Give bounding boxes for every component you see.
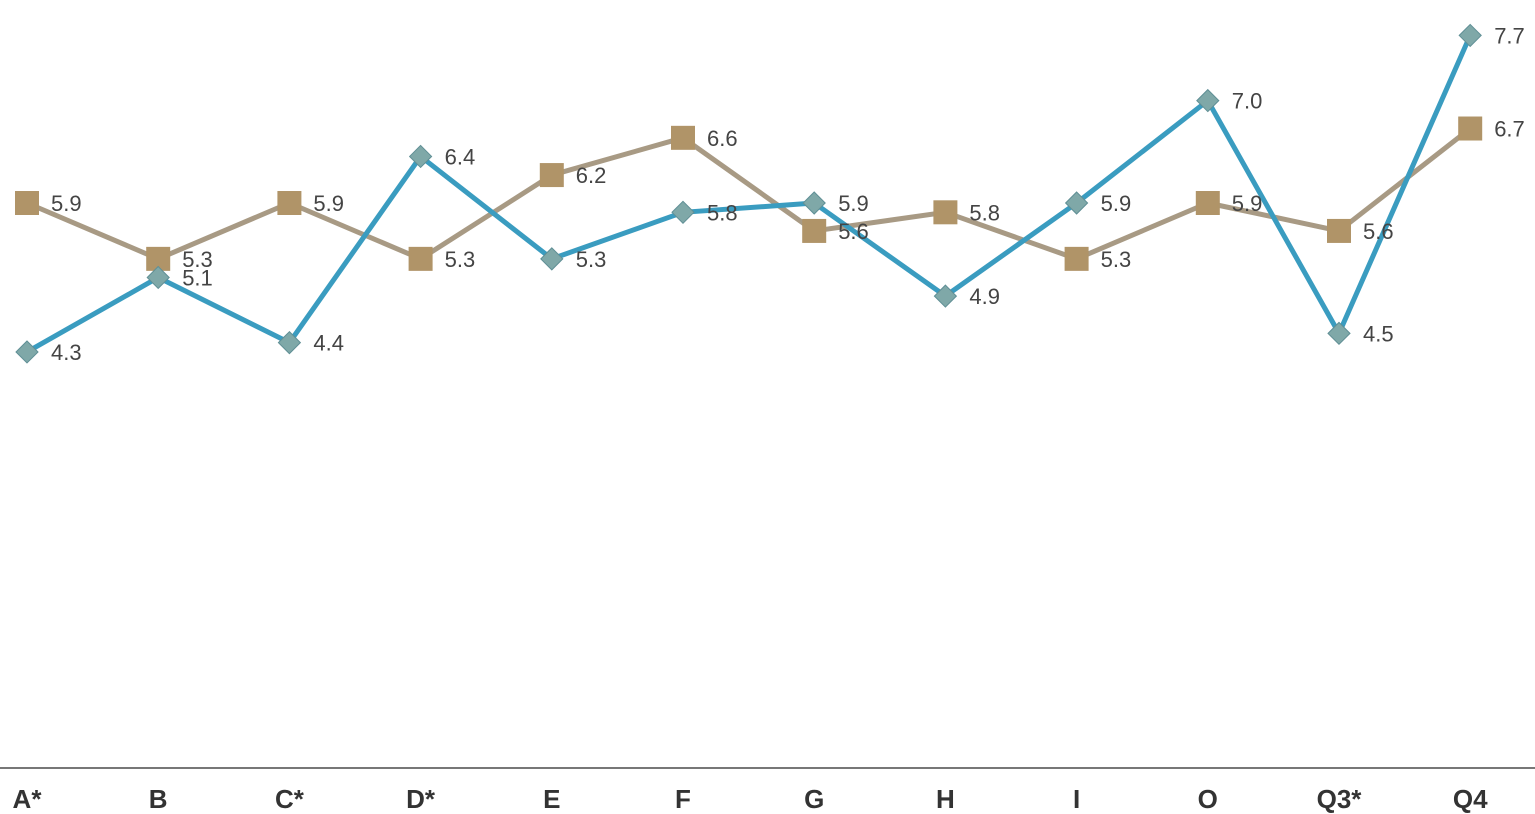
series-line-0 bbox=[25, 34, 1473, 355]
x-tick-label: D* bbox=[406, 784, 436, 814]
square-marker bbox=[15, 191, 39, 215]
x-tick-label: H bbox=[936, 784, 955, 814]
data-label: 5.3 bbox=[1101, 247, 1132, 272]
diamond-marker bbox=[1064, 191, 1089, 215]
diamond-marker bbox=[15, 340, 39, 364]
data-label: 5.9 bbox=[51, 191, 82, 216]
data-label: 5.8 bbox=[707, 200, 738, 225]
series-lines bbox=[25, 34, 1473, 355]
data-label: 6.4 bbox=[445, 144, 476, 169]
diamond-marker bbox=[408, 144, 433, 169]
square-marker bbox=[539, 163, 564, 188]
data-label: 5.9 bbox=[838, 191, 869, 216]
data-label: 7.0 bbox=[1232, 89, 1263, 114]
square-marker bbox=[933, 200, 958, 225]
x-tick-label: Q4 bbox=[1453, 784, 1488, 814]
data-label: 5.3 bbox=[182, 247, 213, 272]
x-tick-label: A* bbox=[13, 784, 43, 814]
diamond-marker bbox=[1196, 88, 1220, 113]
diamond-marker bbox=[671, 200, 695, 225]
x-tick-label: C* bbox=[275, 784, 305, 814]
x-tick-label: G bbox=[804, 784, 824, 814]
series-markers bbox=[15, 23, 1483, 364]
x-tick-labels: A* B C* D* E F G H I O Q3* Q4 bbox=[13, 784, 1489, 814]
diamond-marker bbox=[1327, 321, 1351, 346]
square-marker bbox=[1458, 116, 1483, 141]
x-tick-label: B bbox=[149, 784, 168, 814]
square-marker bbox=[1327, 218, 1351, 243]
data-labels: 4.3 5.1 4.4 6.4 5.3 5.8 5.9 4.9 5.9 7.0 4.5 7.7 5.9 5… bbox=[51, 23, 1525, 365]
square-marker bbox=[1195, 191, 1220, 215]
data-label: 5.9 bbox=[1232, 191, 1263, 216]
diamond-marker bbox=[802, 191, 826, 215]
data-label: 5.3 bbox=[576, 247, 607, 272]
diamond-marker bbox=[933, 284, 958, 308]
x-tick-label: I bbox=[1073, 784, 1080, 814]
square-marker bbox=[146, 246, 171, 271]
data-label: 6.7 bbox=[1494, 117, 1525, 142]
data-label: 4.9 bbox=[969, 284, 1000, 309]
x-tick-label: O bbox=[1198, 784, 1218, 814]
data-label: 5.6 bbox=[838, 219, 869, 244]
data-label: 4.5 bbox=[1363, 321, 1394, 346]
diamond-marker bbox=[277, 330, 302, 355]
square-marker bbox=[671, 125, 695, 150]
data-label: 6.2 bbox=[576, 163, 607, 188]
x-tick-label: Q3* bbox=[1317, 784, 1363, 814]
series-line-1 bbox=[26, 126, 1472, 262]
diamond-marker bbox=[540, 247, 564, 271]
square-marker bbox=[802, 218, 827, 243]
data-label: 5.8 bbox=[969, 200, 1000, 225]
data-label: 4.4 bbox=[313, 331, 344, 356]
square-marker bbox=[1064, 246, 1089, 271]
data-label: 5.9 bbox=[313, 191, 344, 216]
data-label: 5.6 bbox=[1363, 219, 1394, 244]
data-label: 6.6 bbox=[707, 126, 738, 151]
diamond-marker bbox=[1458, 23, 1482, 48]
diamond-marker bbox=[146, 265, 170, 290]
square-marker bbox=[408, 246, 433, 271]
data-label: 5.3 bbox=[445, 247, 476, 272]
data-label: 4.3 bbox=[51, 340, 82, 365]
data-label: 7.7 bbox=[1494, 23, 1525, 48]
x-tick-label: F bbox=[675, 784, 691, 814]
data-label: 5.1 bbox=[182, 265, 213, 290]
square-marker bbox=[277, 191, 302, 215]
x-tick-label: E bbox=[543, 784, 560, 814]
data-label: 5.9 bbox=[1101, 191, 1132, 216]
